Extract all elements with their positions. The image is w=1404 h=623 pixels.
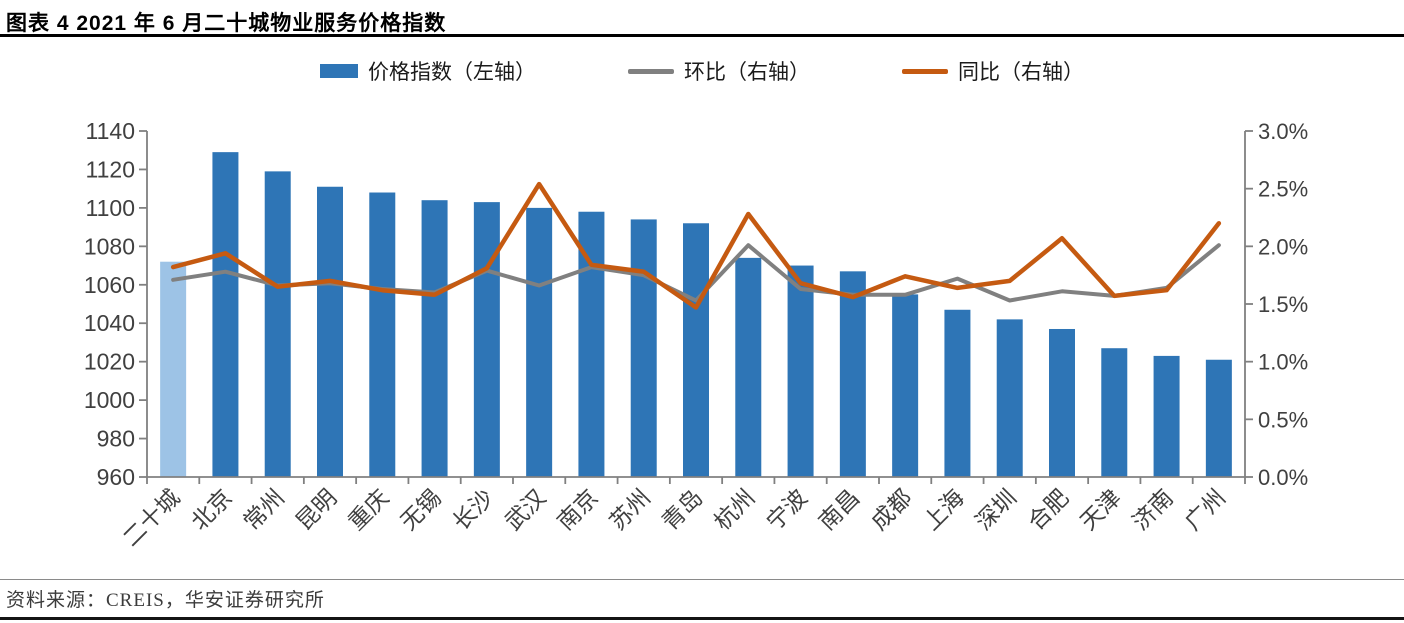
left-axis-tick-label: 1040 — [84, 310, 135, 336]
axes — [139, 130, 1253, 484]
bar-swatch-icon — [320, 64, 358, 78]
price-index-bar — [1049, 328, 1075, 477]
city-label: 常州 — [239, 485, 289, 535]
legend-label: 价格指数（左轴） — [368, 60, 536, 84]
combo-chart: 1140 1120 1100 1080 1060 1040 1020 1000 980 960 3.… — [0, 100, 1404, 575]
city-label: 天津 — [1076, 485, 1126, 535]
city-label: 宁波 — [762, 485, 812, 535]
figure-header: 图表 4 2021 年 6 月二十城物业服务价格指数 — [0, 0, 1404, 37]
price-index-bar — [369, 192, 396, 477]
left-axis-tick-label: 1140 — [86, 118, 135, 144]
city-label: 武汉 — [500, 485, 550, 535]
city-label: 南昌 — [814, 485, 864, 535]
left-axis-tick-label: 960 — [97, 464, 135, 490]
city-label: 长沙 — [448, 485, 498, 535]
price-index-bar — [421, 200, 448, 477]
price-index-bar — [996, 319, 1023, 477]
price-index-bar — [264, 171, 291, 477]
city-label: 广州 — [1180, 485, 1230, 535]
city-label: 成都 — [866, 485, 916, 535]
city-label: 苏州 — [605, 485, 655, 535]
price-index-bar — [944, 309, 971, 477]
city-label: 上海 — [919, 485, 969, 535]
price-index-bar — [735, 257, 762, 477]
price-index-bar — [473, 202, 500, 477]
legend-item-price-index: 价格指数（左轴） — [320, 56, 536, 86]
figure-source: 资料来源：CREIS，华安证券研究所 — [0, 579, 1404, 620]
chart-legend: 价格指数（左轴） 环比（右轴） 同比（右轴） — [0, 56, 1404, 86]
price-index-bar — [892, 294, 919, 477]
right-axis-tick-label: 3.0% — [1258, 119, 1308, 144]
left-axis-tick-label: 1120 — [86, 156, 135, 182]
chart-canvas: 1140 1120 1100 1080 1060 1040 1020 1000 980 960 3.… — [84, 118, 1308, 551]
right-axis-tick-label: 1.0% — [1258, 350, 1308, 375]
price-index-bar — [578, 211, 605, 477]
price-index-bar — [1205, 359, 1232, 477]
right-axis-tick-label: 0.0% — [1258, 465, 1308, 490]
left-axis-tick-label: 1100 — [86, 195, 135, 221]
legend-item-mom: 环比（右轴） — [628, 56, 810, 86]
legend-label: 环比（右轴） — [684, 60, 810, 84]
legend-item-yoy: 同比（右轴） — [902, 56, 1084, 86]
left-axis-tick-label: 1020 — [84, 349, 135, 375]
line-swatch-icon — [628, 68, 674, 74]
x-axis-labels: 二十城 北京 常州 昆明 重庆 无锡 长沙 武汉 南京 苏州 青岛 杭州 宁波 南昌 成都 上海 深圳 合肥 天津济… — [118, 485, 1230, 551]
right-axis-tick-label: 1.5% — [1258, 292, 1308, 317]
price-index-bar — [630, 219, 657, 477]
city-label: 北京 — [187, 485, 237, 535]
left-axis-tick-label: 1000 — [84, 387, 135, 413]
price-index-bar — [839, 271, 866, 477]
left-axis-tick-label: 1080 — [84, 233, 135, 259]
price-index-bar — [317, 186, 343, 477]
right-axis-tick-label: 2.5% — [1258, 177, 1308, 202]
city-label: 济南 — [1128, 485, 1178, 535]
figure-title: 图表 4 2021 年 6 月二十城物业服务价格指数 — [6, 12, 447, 35]
price-index-bar — [1153, 355, 1180, 477]
right-axis-labels: 3.0% 2.5% 2.0% 1.5% 1.0% 0.5% 0.0% — [1258, 119, 1308, 490]
right-axis-tick-label: 0.5% — [1258, 407, 1308, 432]
city-label: 昆明 — [291, 485, 341, 535]
price-index-bar — [526, 207, 553, 477]
price-index-bar — [1101, 348, 1128, 477]
source-text: 资料来源：CREIS，华安证券研究所 — [6, 590, 325, 611]
legend-label: 同比（右轴） — [958, 60, 1084, 84]
city-label: 青岛 — [657, 485, 707, 535]
price-index-bars — [160, 152, 1232, 477]
price-index-bar — [787, 265, 814, 477]
yoy-line — [170, 181, 1222, 310]
left-axis-labels: 1140 1120 1100 1080 1060 1040 1020 1000 980 960 — [84, 118, 135, 490]
city-label: 深圳 — [971, 485, 1021, 535]
price-index-bar — [160, 261, 187, 477]
left-axis-tick-label: 980 — [97, 426, 135, 452]
line-swatch-icon — [902, 68, 948, 74]
city-label: 无锡 — [396, 485, 446, 535]
price-index-bar — [212, 152, 239, 477]
city-label: 二十城 — [118, 485, 184, 551]
right-axis-tick-label: 2.0% — [1258, 234, 1308, 259]
left-axis-tick-label: 1060 — [84, 272, 135, 298]
price-index-bar — [683, 223, 709, 477]
city-label: 杭州 — [710, 485, 760, 535]
city-label: 合肥 — [1023, 485, 1073, 535]
city-label: 南京 — [553, 485, 603, 535]
city-label: 重庆 — [344, 485, 394, 535]
